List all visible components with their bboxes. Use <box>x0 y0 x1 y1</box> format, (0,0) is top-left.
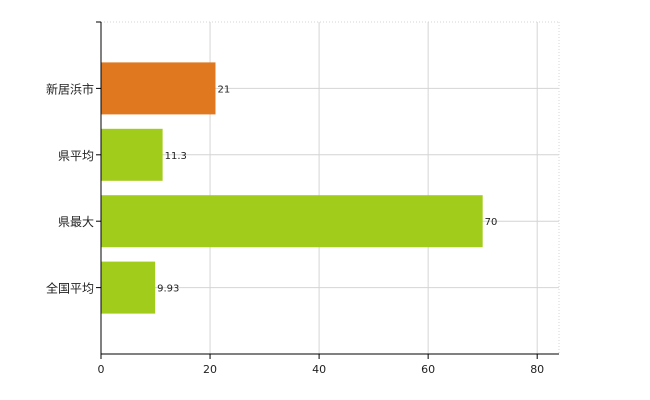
x-tick-label-2: 40 <box>312 363 326 376</box>
bar-0 <box>101 62 216 115</box>
axes <box>96 21 559 359</box>
category-label-1: 県平均 <box>58 149 94 163</box>
data-label-2: 70 <box>485 217 498 228</box>
bars <box>101 62 483 314</box>
data-label-1: 11.3 <box>165 151 187 162</box>
data-label-0: 21 <box>218 84 231 95</box>
category-label-0: 新居浜市 <box>46 81 94 96</box>
category-label-2: 県最大 <box>58 215 94 229</box>
x-tick-label-3: 60 <box>421 363 435 376</box>
bar-3 <box>101 261 156 314</box>
bar-1 <box>101 128 163 181</box>
data-label-3: 9.93 <box>157 284 179 295</box>
category-label-3: 全国平均 <box>46 281 94 296</box>
bar-2 <box>101 195 483 248</box>
x-tick-label-0: 0 <box>98 363 105 376</box>
x-tick-label-4: 80 <box>530 363 544 376</box>
x-tick-label-1: 20 <box>203 363 217 376</box>
